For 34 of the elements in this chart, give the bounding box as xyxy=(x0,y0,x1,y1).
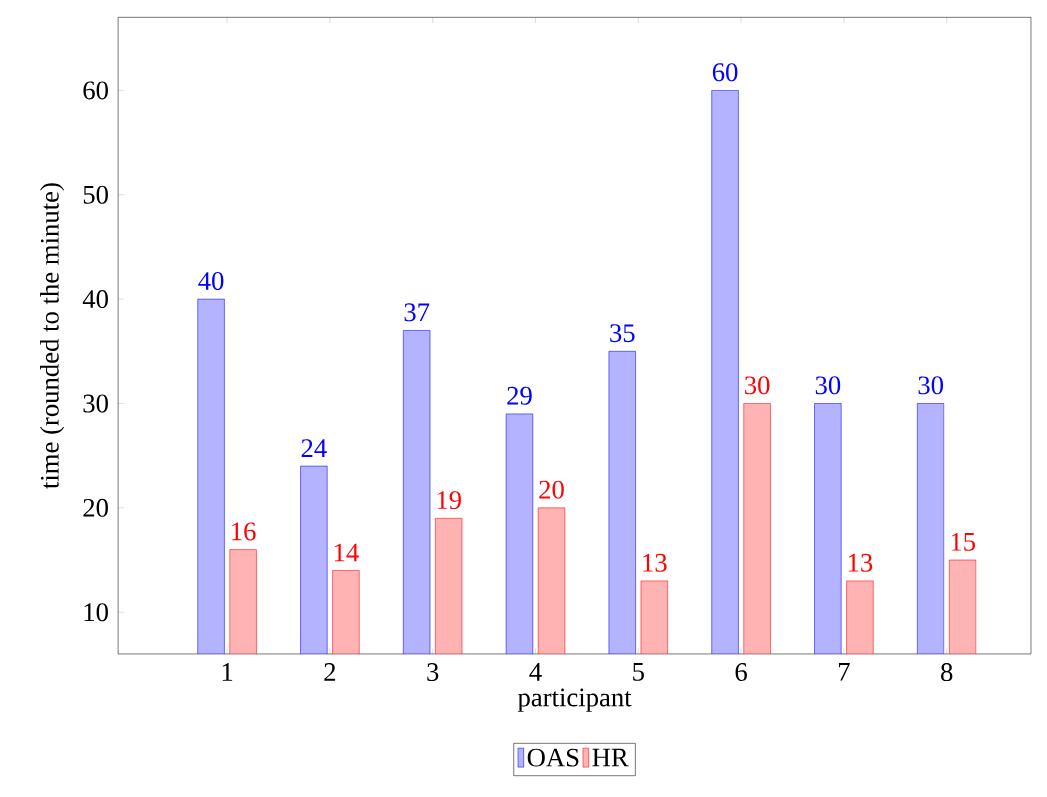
legend-label: HR xyxy=(592,748,629,767)
x-tick-label: 8 xyxy=(941,663,953,682)
y-tick-label: 60 xyxy=(83,81,108,100)
y-axis-title: time (rounded to the minute) xyxy=(40,183,65,489)
data-label: 20 xyxy=(539,480,564,499)
legend-label: OAS xyxy=(527,748,579,767)
data-label: 29 xyxy=(507,386,532,405)
y-tick-label: 20 xyxy=(83,498,108,517)
x-tick-label: 5 xyxy=(633,663,644,681)
y-tick-label: 30 xyxy=(83,394,108,413)
x-axis-title: participant xyxy=(517,688,632,712)
data-label: 60 xyxy=(712,63,738,82)
x-tick-label: 6 xyxy=(735,663,747,682)
x-tick-label: 2 xyxy=(324,663,336,681)
x-tick-label: 3 xyxy=(427,663,439,682)
x-tick-label: 1 xyxy=(222,663,233,681)
data-label: 30 xyxy=(918,376,943,395)
data-label: 37 xyxy=(404,303,430,322)
x-tick-label: 7 xyxy=(838,663,850,681)
x-tick-label: 4 xyxy=(529,663,542,681)
data-label: 35 xyxy=(610,324,635,343)
data-label: 24 xyxy=(301,439,327,458)
data-label: 16 xyxy=(232,522,256,541)
data-label: 40 xyxy=(198,272,224,291)
data-label: 15 xyxy=(951,533,976,551)
y-tick-label: 50 xyxy=(83,185,108,204)
data-label: 13 xyxy=(643,553,667,572)
data-label: 30 xyxy=(745,376,770,395)
data-label: 30 xyxy=(815,376,841,395)
data-label: 13 xyxy=(848,553,873,572)
y-tick-label: 10 xyxy=(84,603,108,622)
data-label: 14 xyxy=(334,543,359,562)
y-tick-label: 40 xyxy=(82,290,108,309)
data-label: 19 xyxy=(437,491,461,510)
